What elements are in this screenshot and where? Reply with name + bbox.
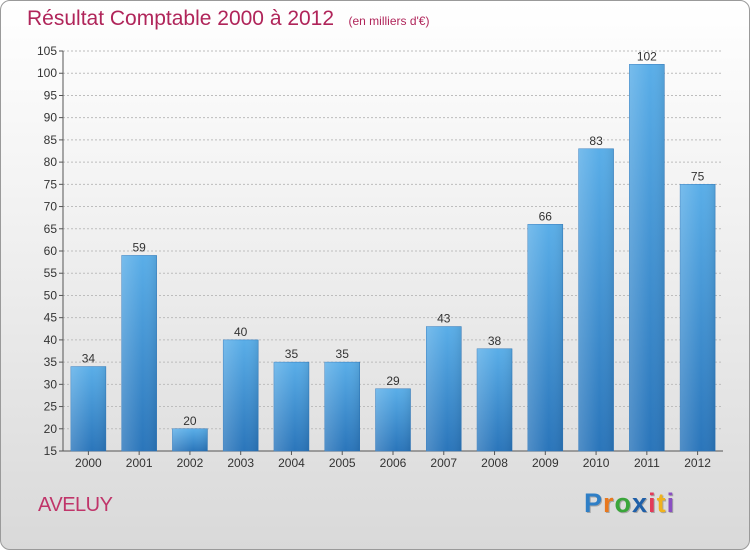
y-tick-label: 30 <box>44 377 58 391</box>
x-tick-label: 2000 <box>75 456 102 470</box>
bar-value-label: 35 <box>285 347 299 361</box>
bar-value-label: 66 <box>539 209 553 223</box>
title-row: Résultat Comptable 2000 à 2012 (en milli… <box>27 7 429 31</box>
y-tick-label: 25 <box>44 400 58 414</box>
axes: 15 20 25 30 35 40 45 50 55 60 65 70 75 80 85 90 95 100 105 <box>37 44 723 458</box>
logo-letter: i <box>666 488 676 518</box>
x-tick-label: 2004 <box>278 456 305 470</box>
logo-letter: x <box>632 488 649 518</box>
x-tick-label: 2006 <box>380 456 407 470</box>
y-tick-label: 20 <box>44 422 58 436</box>
y-tick-label: 100 <box>37 66 57 80</box>
bar-sheen <box>477 348 513 451</box>
bar-sheen <box>324 362 360 451</box>
y-tick-label: 75 <box>44 177 58 191</box>
bar-value-label: 40 <box>234 325 248 339</box>
bar-sheen <box>629 64 665 452</box>
bar-sheen <box>70 366 106 451</box>
bar-sheen <box>527 224 563 451</box>
y-tick-label: 40 <box>44 333 58 347</box>
x-tick-label: 2009 <box>532 456 559 470</box>
y-tick-label: 65 <box>44 222 58 236</box>
y-tick-label: 70 <box>44 200 58 214</box>
x-tick-label: 2007 <box>430 456 457 470</box>
bar-value-label: 35 <box>336 347 350 361</box>
labels: 34 2000 59 2001 20 2002 40 2003 35 2004 35 2005 29 20… <box>75 49 711 470</box>
bar-sheen <box>172 428 208 451</box>
x-tick-label: 2002 <box>177 456 204 470</box>
chart-title: Résultat Comptable 2000 à 2012 <box>27 7 335 30</box>
bar-value-label: 34 <box>82 352 96 366</box>
y-tick-label: 35 <box>44 355 58 369</box>
bar-sheen <box>578 148 614 451</box>
bar-value-label: 59 <box>132 240 146 254</box>
bar-sheen <box>680 184 716 452</box>
bar-sheen <box>273 362 309 451</box>
logo-letter: P <box>584 488 604 518</box>
x-tick-label: 2012 <box>684 456 711 470</box>
proxiti-logo: Proxiti <box>584 488 675 519</box>
bar-sheen <box>375 388 411 451</box>
x-tick-label: 2008 <box>481 456 508 470</box>
y-tick-label: 95 <box>44 88 58 102</box>
chart-subtitle: (en milliers d'€) <box>348 14 430 28</box>
x-tick-label: 2003 <box>227 456 254 470</box>
logo-letter: i <box>648 488 657 518</box>
bar-value-label: 75 <box>691 169 705 183</box>
commune-name: AVELUY <box>38 494 113 516</box>
y-tick-label: 45 <box>44 311 58 325</box>
bar-sheen <box>223 339 259 451</box>
bar-value-label: 83 <box>589 134 603 148</box>
y-tick-label: 55 <box>44 266 58 280</box>
y-tick-label: 85 <box>44 133 58 147</box>
bar-value-label: 29 <box>386 374 400 388</box>
bar-value-label: 20 <box>183 414 197 428</box>
y-tick-label: 80 <box>44 155 58 169</box>
y-tick-label: 50 <box>44 288 58 302</box>
y-tick-label: 60 <box>44 244 58 258</box>
x-tick-label: 2005 <box>329 456 356 470</box>
logo-letter: o <box>614 488 633 518</box>
logo-letter: t <box>656 488 667 518</box>
bar-value-label: 38 <box>488 334 502 348</box>
y-tick-label: 90 <box>44 111 58 125</box>
x-tick-label: 2011 <box>634 456 660 470</box>
bar-value-label: 102 <box>637 49 657 63</box>
x-tick-label: 2001 <box>126 456 153 470</box>
y-tick-label: 105 <box>37 44 57 58</box>
bar-value-label: 43 <box>437 312 451 326</box>
bar-sheen <box>121 255 157 451</box>
y-tick-label: 15 <box>44 444 58 458</box>
x-tick-label: 2010 <box>583 456 610 470</box>
bar-sheen <box>426 326 462 451</box>
bars <box>70 64 716 452</box>
logo-letter: r <box>603 488 615 518</box>
